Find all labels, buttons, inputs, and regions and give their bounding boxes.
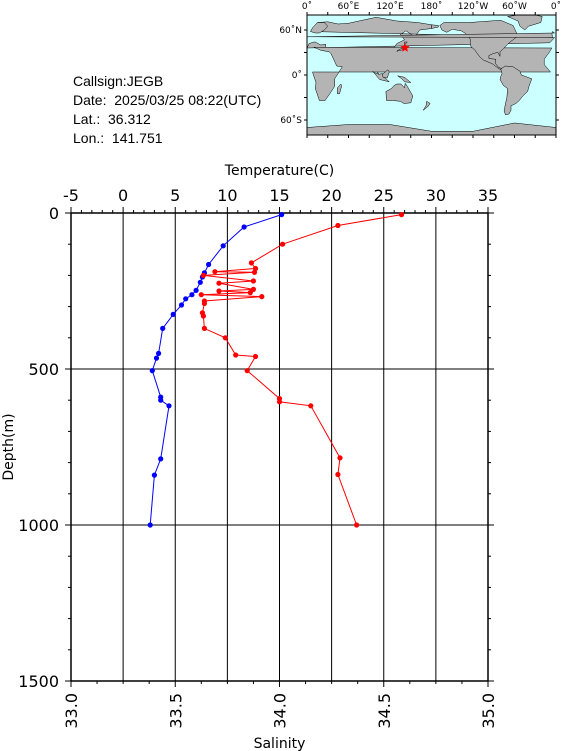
temperature-point [200,272,206,278]
land-uk [307,31,556,38]
temperature-point [398,212,405,218]
top-tick-label: 30 [426,186,446,205]
y-tick-label: 1000 [18,516,59,535]
y-tick-label: 500 [28,360,59,379]
temperature-line [201,214,402,526]
latitude-label: Lat.: 36.312 [73,111,151,127]
map-lon-label: 60˚W [502,1,527,12]
top-tick-label: 0 [118,186,128,205]
temperature-point [335,222,341,229]
y-tick-label: 1500 [18,672,59,691]
bottom-tick-label: 33.5 [166,693,185,729]
bottom-tick-label: 33.0 [62,693,81,729]
salinity-point [166,403,172,409]
salinity-point [279,212,285,218]
temperature-point [216,280,222,286]
station-info: Callsign:JEGB Date: 2025/03/25 08:22(UTC… [73,72,261,148]
salinity-point [197,279,203,285]
salinity-point [149,368,155,374]
land-europe-north [310,22,329,34]
top-tick-label: 25 [374,186,394,205]
temperature-point [337,455,343,461]
map-lon-label: 120˚E [376,1,404,12]
temperature-point [252,353,259,360]
temperature-point [216,288,222,294]
map-lon-label: 120˚W [458,1,489,12]
bottom-tick-label: 34.5 [375,693,394,729]
salinity-point [178,302,185,308]
temperature-point [233,352,239,358]
top-tick-label: 10 [217,186,237,205]
temperature-point [212,269,218,275]
y-tick-label: 0 [49,204,59,223]
temperature-point [247,290,253,296]
map-lon-label: 180˚ [421,1,443,12]
station-marker-icon [400,42,410,52]
temperature-point [308,403,314,409]
land-south-america [499,65,533,116]
salinity-point [158,456,164,462]
temperature-point [251,269,258,275]
salinity-point [158,397,164,403]
map-lat-label: 60˚N [279,25,302,36]
land-madagascar [337,83,342,95]
salinity-point [151,472,157,478]
temperature-point [222,335,228,341]
temperature-point [250,286,256,292]
temperature-point [259,294,265,300]
salinity-point [193,287,199,293]
salinity-point [170,311,176,317]
temperature-point [198,292,204,298]
bottom-tick-label: 35.0 [479,693,498,729]
temperature-point [201,300,207,307]
land-australia [385,82,414,104]
temperature-point [244,368,250,374]
y-axis-title: Depth(m) [1,413,17,480]
top-tick-label: 20 [321,186,341,205]
salinity-point [206,261,212,268]
top-tick-label: 5 [170,186,180,205]
land-new-zealand [422,100,431,111]
salinity-point [183,296,189,302]
temperature-point [280,241,286,247]
date-label: Date: 2025/03/25 08:22(UTC) [73,92,262,108]
salinity-point [220,243,226,249]
top-tick-label: 35 [478,186,498,205]
temperature-point [201,325,207,331]
temperature-point [200,313,206,319]
salinity-point [241,224,247,230]
longitude-label: Lon.: 141.751 [73,130,163,146]
top-tick-label: -5 [63,186,79,205]
map-lon-label: 0˚ [302,1,312,12]
salinity-line [149,214,282,526]
land-north-america [439,20,519,71]
temperature-point [250,278,256,284]
land-new-guinea [397,75,412,83]
temperature-point [248,260,254,266]
map-lon-label: 60˚E [338,1,360,12]
bottom-axis-title: Salinity [254,736,306,751]
top-axis-title: Temperature(C) [224,163,334,179]
map-lon-label: 0˚ [551,1,561,12]
callsign-label: Callsign:JEGB [73,73,164,89]
salinity-point [189,292,195,298]
salinity-point [156,350,162,356]
land-borneo [382,69,390,79]
bottom-tick-label: 34.0 [271,693,290,729]
top-tick-label: 15 [269,186,289,205]
map-lat-label: 60˚S [280,115,302,126]
map-lat-label: 0˚ [292,70,302,81]
salinity-point [153,355,160,361]
land-east-russia [431,24,439,29]
salinity-point [160,325,166,331]
salinity-point [147,522,153,528]
temperature-point [354,522,360,528]
temperature-point [335,471,341,478]
temperature-point [276,399,283,405]
